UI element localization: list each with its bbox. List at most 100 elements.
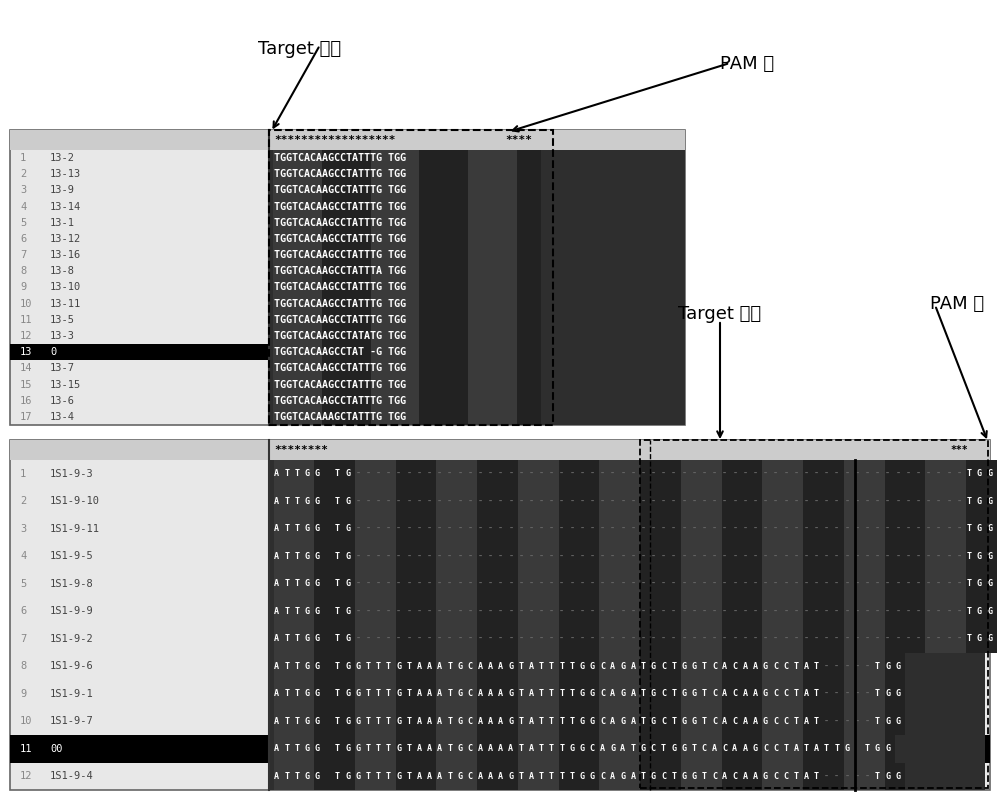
Text: -: - <box>743 580 748 588</box>
Bar <box>793 708 803 735</box>
Text: C: C <box>783 772 788 781</box>
Text: G: G <box>305 634 310 643</box>
Text: -: - <box>865 552 870 560</box>
Text: G: G <box>977 469 982 479</box>
Bar <box>650 735 661 762</box>
Text: -: - <box>834 469 839 479</box>
Text: 1: 1 <box>20 469 26 479</box>
Bar <box>436 487 447 515</box>
Text: -: - <box>417 607 422 616</box>
Text: -: - <box>681 607 686 616</box>
Text: -: - <box>732 497 737 506</box>
Bar <box>432 360 444 377</box>
Bar <box>610 708 620 735</box>
Text: A: A <box>529 772 534 781</box>
Text: -: - <box>671 634 676 643</box>
Bar <box>269 150 685 166</box>
Bar <box>346 182 358 199</box>
Text: -: - <box>855 689 860 698</box>
Text: -: - <box>590 580 595 588</box>
Text: T: T <box>539 717 544 726</box>
Bar <box>711 487 722 515</box>
Bar <box>468 409 480 425</box>
Bar <box>285 199 297 215</box>
Bar <box>273 199 285 215</box>
Bar <box>273 360 285 377</box>
Text: TGGTCACAAGCCTATTTG TGG: TGGTCACAAGCCTATTTG TGG <box>274 169 406 179</box>
Text: A: A <box>478 717 483 726</box>
Text: -: - <box>508 580 513 588</box>
Bar <box>274 708 284 735</box>
Text: G: G <box>844 744 849 753</box>
Bar <box>925 570 936 598</box>
Bar <box>375 625 386 653</box>
Text: G: G <box>345 552 350 560</box>
Bar <box>365 515 375 542</box>
Bar <box>493 247 505 263</box>
Text: -: - <box>671 580 676 588</box>
Bar <box>885 653 895 680</box>
Bar <box>407 231 419 247</box>
Bar <box>854 762 864 790</box>
Bar <box>383 199 395 215</box>
Bar <box>630 708 640 735</box>
Text: G: G <box>315 744 320 753</box>
Bar <box>844 542 854 570</box>
Bar <box>528 515 538 542</box>
Text: -: - <box>620 469 625 479</box>
Text: -: - <box>366 607 371 616</box>
Bar <box>579 598 589 625</box>
Bar <box>477 762 487 790</box>
Bar <box>432 182 444 199</box>
Bar <box>480 377 493 393</box>
Text: 13-3: 13-3 <box>50 331 75 341</box>
Bar <box>813 515 824 542</box>
Text: -: - <box>773 607 778 616</box>
Text: 13-12: 13-12 <box>50 234 81 244</box>
Bar <box>432 409 444 425</box>
Bar <box>324 515 335 542</box>
Text: A: A <box>478 661 483 671</box>
Text: T: T <box>335 607 340 616</box>
Bar <box>493 328 505 344</box>
Bar <box>895 708 905 735</box>
Bar <box>691 708 701 735</box>
Bar <box>505 344 517 360</box>
Text: A: A <box>793 744 798 753</box>
Bar <box>946 460 956 487</box>
Bar <box>383 393 395 409</box>
Text: -: - <box>610 552 615 560</box>
Text: -: - <box>783 607 788 616</box>
Bar <box>650 762 661 790</box>
Bar <box>419 344 432 360</box>
Text: A: A <box>478 744 483 753</box>
Text: -: - <box>498 497 503 506</box>
Bar <box>620 598 630 625</box>
Text: -: - <box>743 497 748 506</box>
Bar <box>579 680 589 708</box>
Bar <box>966 598 976 625</box>
Bar <box>314 708 324 735</box>
Bar <box>936 542 946 570</box>
Text: A: A <box>488 744 493 753</box>
Text: G: G <box>651 717 656 726</box>
Bar <box>620 653 630 680</box>
Bar <box>310 296 322 312</box>
Text: -: - <box>916 524 921 533</box>
Text: -: - <box>793 580 798 588</box>
Bar <box>358 393 371 409</box>
Text: -: - <box>580 634 585 643</box>
Bar <box>304 625 314 653</box>
Bar <box>480 231 493 247</box>
Text: G: G <box>753 744 758 753</box>
Bar <box>416 680 426 708</box>
Bar <box>538 735 549 762</box>
Text: A: A <box>743 689 748 698</box>
Bar <box>285 312 297 328</box>
Text: -: - <box>692 469 697 479</box>
Bar <box>269 598 985 625</box>
Bar <box>358 247 371 263</box>
Bar <box>885 542 895 570</box>
Bar <box>457 735 467 762</box>
Bar <box>549 487 559 515</box>
